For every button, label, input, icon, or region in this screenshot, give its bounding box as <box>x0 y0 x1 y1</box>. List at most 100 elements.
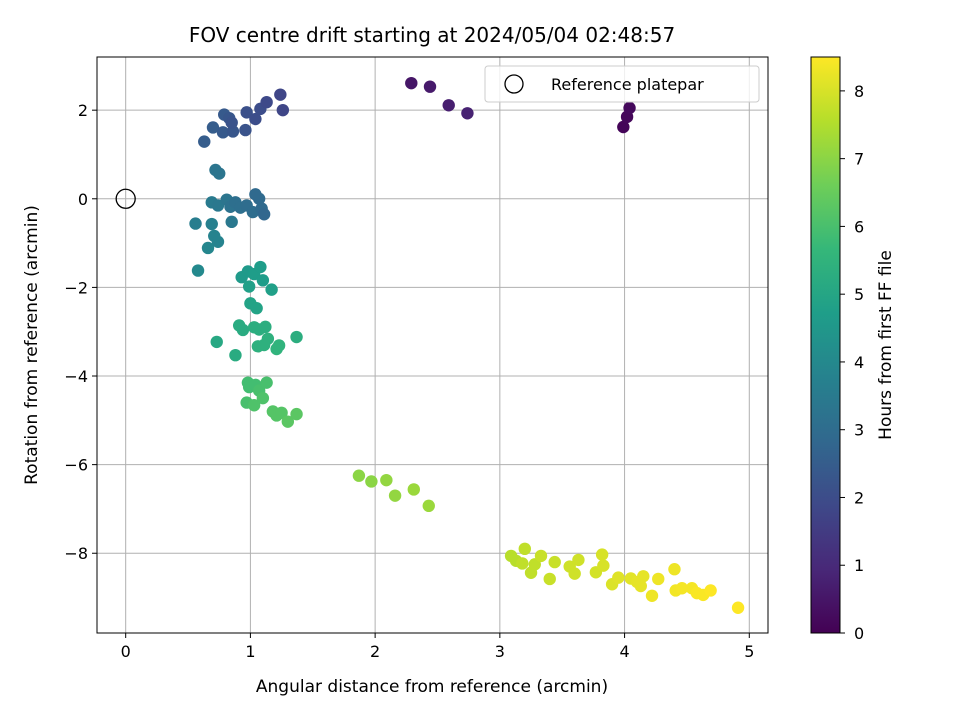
x-tick-label: 4 <box>619 642 629 661</box>
colorbar-tick-label: 5 <box>854 285 864 304</box>
data-point <box>213 167 226 180</box>
y-tick-label: −4 <box>64 367 88 386</box>
data-point <box>252 192 266 205</box>
data-point <box>518 542 531 556</box>
data-point <box>211 199 225 212</box>
data-point <box>247 399 261 412</box>
data-point <box>668 562 681 576</box>
data-point <box>211 235 225 248</box>
legend-entry-reference-platepar: Reference platepar <box>551 75 704 94</box>
data-point <box>242 280 256 293</box>
colorbar-tick-label: 8 <box>854 82 864 101</box>
data-point <box>407 483 420 496</box>
data-point <box>256 274 270 287</box>
data-point <box>210 335 223 349</box>
data-points <box>115 76 745 614</box>
data-point <box>189 217 202 230</box>
legend-marker <box>504 74 524 94</box>
colorbar-tick-label: 4 <box>854 353 864 372</box>
data-point <box>290 407 303 421</box>
x-tick-label: 3 <box>495 642 505 661</box>
plot-frame <box>96 56 769 634</box>
y-axis: 2 0 −2 −4 −6 −8 <box>64 101 97 563</box>
x-axis: 0 1 2 3 4 5 <box>121 633 754 661</box>
y-tick-label: −6 <box>64 456 88 475</box>
colorbar-gradient <box>810 56 841 634</box>
data-point <box>675 582 689 595</box>
y-tick-label: −8 <box>64 544 88 563</box>
data-point <box>201 241 215 255</box>
colorbar-tick-label: 3 <box>854 421 864 440</box>
colorbar-tick-label: 6 <box>854 217 864 236</box>
data-point <box>704 584 717 597</box>
data-point <box>516 557 529 570</box>
data-point <box>239 123 252 137</box>
data-point <box>405 76 418 90</box>
data-point <box>265 283 278 296</box>
y-axis-label: Rotation from reference (arcmin) <box>22 205 42 485</box>
colorbar-tick-label: 7 <box>854 150 864 169</box>
data-point <box>198 135 211 148</box>
data-point <box>236 323 250 337</box>
data-point <box>257 208 271 221</box>
x-tick-label: 1 <box>245 642 255 661</box>
data-point <box>272 339 286 352</box>
reference-platepar-marker <box>115 188 136 209</box>
colorbar-label: Hours from first FF file <box>876 250 896 440</box>
chart-title: FOV centre drift starting at 2024/05/04 … <box>189 23 675 47</box>
data-point <box>365 475 378 488</box>
data-point <box>617 120 630 134</box>
data-point <box>572 553 585 567</box>
colorbar-tick-label: 1 <box>854 556 864 575</box>
colorbar: 0 1 2 3 4 5 6 7 8 Hours from first FF file <box>810 56 896 643</box>
data-point <box>275 406 288 419</box>
data-point <box>731 601 745 614</box>
data-point <box>568 567 581 580</box>
data-point <box>276 103 290 117</box>
data-point <box>257 338 271 352</box>
x-tick-label: 2 <box>370 642 380 661</box>
colorbar-ticks: 0 1 2 3 4 5 6 7 8 <box>840 82 864 643</box>
data-point <box>652 572 665 586</box>
colorbar-tick-label: 0 <box>854 624 864 643</box>
data-point <box>595 548 609 561</box>
data-point <box>274 88 287 101</box>
data-point <box>206 121 220 134</box>
data-point <box>380 473 393 487</box>
data-point <box>634 579 647 593</box>
x-axis-label: Angular distance from reference (arcmin) <box>256 677 608 697</box>
data-point <box>597 559 610 572</box>
data-point <box>205 217 218 231</box>
data-point <box>442 99 455 112</box>
data-point <box>216 126 230 139</box>
data-point <box>637 570 650 583</box>
y-tick-label: 0 <box>78 190 88 209</box>
data-point <box>543 572 556 586</box>
colorbar-tick-label: 2 <box>854 488 864 507</box>
legend-box <box>484 65 760 103</box>
data-point <box>534 549 548 563</box>
data-point <box>250 302 263 315</box>
grid-lines <box>97 57 768 633</box>
data-point <box>225 215 238 229</box>
data-point <box>191 264 205 277</box>
data-point <box>645 589 659 602</box>
data-point <box>423 80 437 93</box>
x-tick-label: 5 <box>744 642 754 661</box>
data-point <box>249 112 262 126</box>
data-point <box>548 555 561 569</box>
data-point <box>260 376 273 389</box>
data-point <box>612 571 625 584</box>
data-point <box>290 330 303 344</box>
data-point <box>623 101 636 115</box>
y-tick-label: −2 <box>64 278 88 297</box>
data-point <box>259 320 272 334</box>
data-point <box>240 106 253 119</box>
data-point <box>225 116 238 129</box>
data-point <box>229 348 242 362</box>
data-point <box>254 260 267 274</box>
data-point <box>388 489 402 502</box>
legend: Reference platepar <box>484 65 760 103</box>
y-tick-label: 2 <box>78 101 88 120</box>
